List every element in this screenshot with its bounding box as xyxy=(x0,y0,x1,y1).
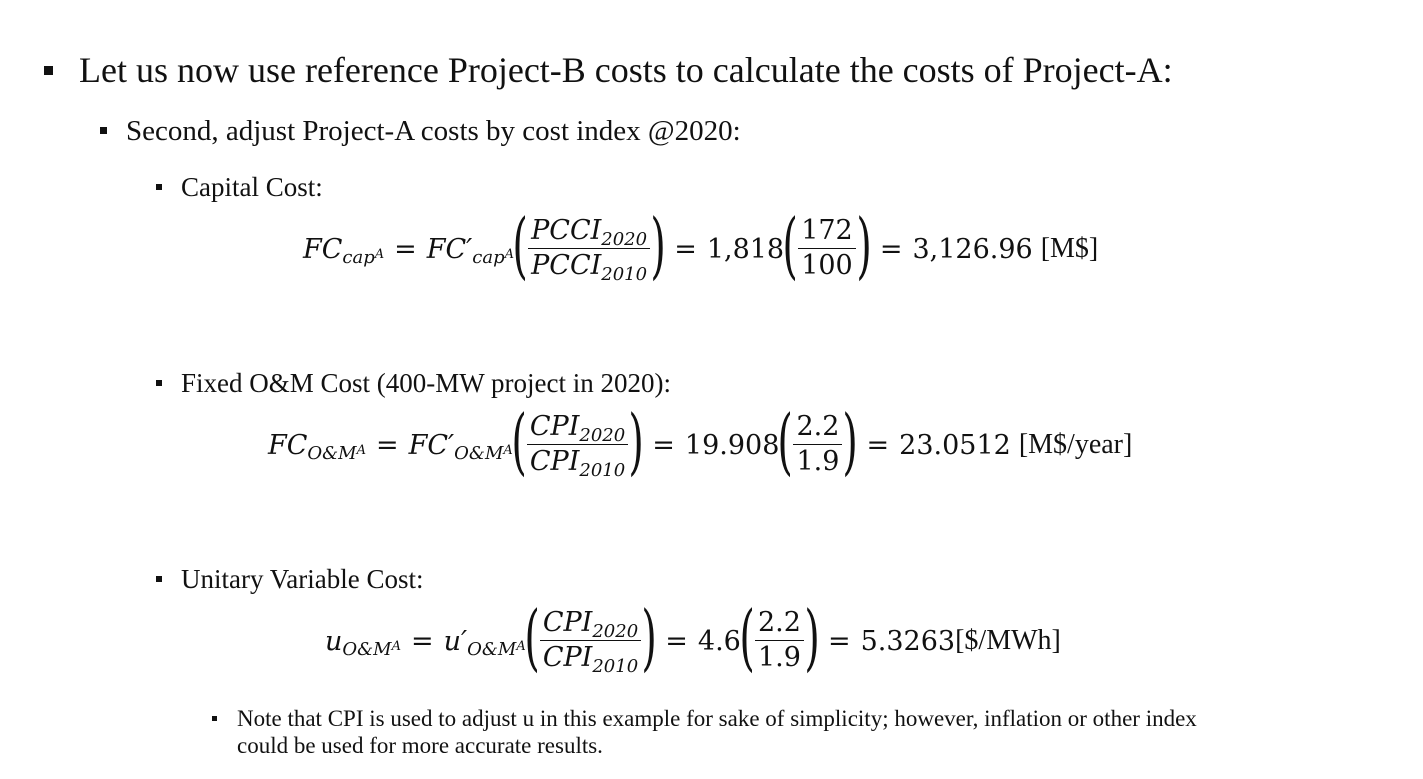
value-numerator: 2.2 xyxy=(757,607,801,639)
right-paren: ) xyxy=(628,399,644,483)
fraction-numerator: CPI xyxy=(529,411,580,443)
equals-sign: = xyxy=(827,625,851,657)
capital-cost-label: Capital Cost: xyxy=(181,172,323,202)
value-numerator: 172 xyxy=(801,215,853,247)
value-denominator: 100 xyxy=(801,250,853,282)
value-fraction: 2.2 1.9 xyxy=(793,411,843,478)
eq-lhs-symbol: u xyxy=(325,625,343,657)
eq-lhs-subscript: O&M xyxy=(307,443,357,464)
fraction-denominator: PCCI xyxy=(531,250,602,282)
eq-rhs-subsubscript: A xyxy=(516,638,526,654)
fraction-denominator: CPI xyxy=(542,642,593,674)
left-paren: ( xyxy=(782,203,798,287)
fraction-bar xyxy=(798,247,856,250)
fraction-numerator: CPI xyxy=(542,607,593,639)
fraction-bar xyxy=(539,639,642,642)
eq-rhs-subscript: cap xyxy=(472,247,505,268)
coefficient-value: 1,818 xyxy=(706,233,785,265)
note-text-line1: Note that CPI is used to adjust u in thi… xyxy=(237,706,1197,731)
result-unit: [M$/year] xyxy=(1018,429,1133,460)
eq-lhs-symbol: FC xyxy=(303,233,343,265)
equals-sign: = xyxy=(665,625,688,657)
eq-lhs-symbol: FC xyxy=(268,429,308,461)
index-fraction: CPI2020 CPI2010 xyxy=(539,607,642,676)
fraction-bar xyxy=(526,443,629,446)
eq-rhs-subscript: O&M xyxy=(454,443,504,464)
fraction-bar xyxy=(528,247,651,250)
eq-lhs-subsubscript: A xyxy=(356,442,367,458)
index-fraction: PCCI2020 PCCI2010 xyxy=(528,215,651,284)
coefficient-value: 4.6 xyxy=(697,625,741,657)
left-paren: ( xyxy=(512,203,528,287)
fraction-bar xyxy=(754,639,804,642)
eq-rhs-symbol: FC′ xyxy=(426,233,473,265)
denominator-year: 2010 xyxy=(592,656,639,678)
left-paren: ( xyxy=(511,399,527,483)
denominator-year: 2010 xyxy=(579,460,626,482)
bullet-marker-l1 xyxy=(44,66,53,75)
equals-sign: = xyxy=(376,429,399,461)
right-paren: ) xyxy=(804,595,820,679)
value-fraction: 172 100 xyxy=(798,217,856,280)
denominator-year: 2010 xyxy=(601,264,648,286)
left-paren: ( xyxy=(739,595,755,679)
eq-lhs-subsubscript: A xyxy=(374,246,385,262)
equals-sign: = xyxy=(674,233,697,265)
numerator-year: 2020 xyxy=(601,229,648,251)
equals-sign: = xyxy=(394,233,417,265)
bullet-marker-l3 xyxy=(156,380,162,386)
capital-cost-equation: FC cap A = FC′ cap A ( PCCI2020 PCCI2010 ) =… xyxy=(303,209,1099,285)
equals-sign: = xyxy=(866,429,890,461)
index-fraction: CPI2020 CPI2010 xyxy=(526,411,629,480)
value-fraction: 2.2 1.9 xyxy=(754,607,804,674)
eq-lhs-subscript: O&M xyxy=(342,639,392,660)
right-paren: ) xyxy=(842,399,859,483)
variable-cost-equation: u O&M A = u′ O&M A ( CPI2020 CPI2010 ) = 4.6… xyxy=(325,601,1061,677)
fixed-cost-label: Fixed O&M Cost (400-MW project in 2020): xyxy=(181,368,671,398)
equals-sign: = xyxy=(652,429,675,461)
result-unit: [$/MWh] xyxy=(955,625,1061,656)
fraction-bar xyxy=(793,443,843,446)
value-numerator: 2.2 xyxy=(796,411,840,443)
left-paren: ( xyxy=(777,399,794,483)
bullet-marker-l3 xyxy=(156,184,162,190)
result-value: 5.3263 xyxy=(860,625,956,657)
note-text-line2: could be used for more accurate results. xyxy=(237,733,603,758)
left-paren: ( xyxy=(524,595,540,679)
eq-rhs-symbol: FC′ xyxy=(408,429,455,461)
main-bullet-text: Let us now use reference Project-B costs… xyxy=(79,50,1173,90)
step-bullet-text: Second, adjust Project-A costs by cost i… xyxy=(126,115,741,147)
numerator-year: 2020 xyxy=(592,621,639,643)
fraction-numerator: PCCI xyxy=(531,215,602,247)
eq-lhs-subscript: cap xyxy=(342,247,375,268)
right-paren: ) xyxy=(650,203,666,287)
right-paren: ) xyxy=(856,203,872,287)
right-paren: ) xyxy=(641,595,657,679)
result-unit: [M$] xyxy=(1040,233,1099,264)
equals-sign: = xyxy=(411,625,434,657)
value-denominator: 1.9 xyxy=(796,446,840,478)
eq-rhs-subsubscript: A xyxy=(503,442,513,458)
fixed-cost-equation: FC O&M A = FC′ O&M A ( CPI2020 CPI2010 ) = 1… xyxy=(268,405,1133,481)
result-value: 23.0512 xyxy=(899,429,1011,461)
eq-lhs-subsubscript: A xyxy=(391,638,401,654)
fraction-denominator: CPI xyxy=(529,446,580,478)
equals-sign: = xyxy=(879,233,903,265)
eq-rhs-subsubscript: A xyxy=(504,246,515,262)
value-denominator: 1.9 xyxy=(757,642,801,674)
numerator-year: 2020 xyxy=(579,425,626,447)
eq-rhs-symbol: u′ xyxy=(443,625,468,657)
result-value: 3,126.96 xyxy=(912,233,1033,265)
bullet-marker-l4 xyxy=(212,716,217,721)
variable-cost-label: Unitary Variable Cost: xyxy=(181,564,424,594)
bullet-marker-l2 xyxy=(100,127,107,134)
coefficient-value: 19.908 xyxy=(684,429,780,461)
eq-rhs-subscript: O&M xyxy=(467,639,517,660)
bullet-marker-l3 xyxy=(156,576,162,582)
